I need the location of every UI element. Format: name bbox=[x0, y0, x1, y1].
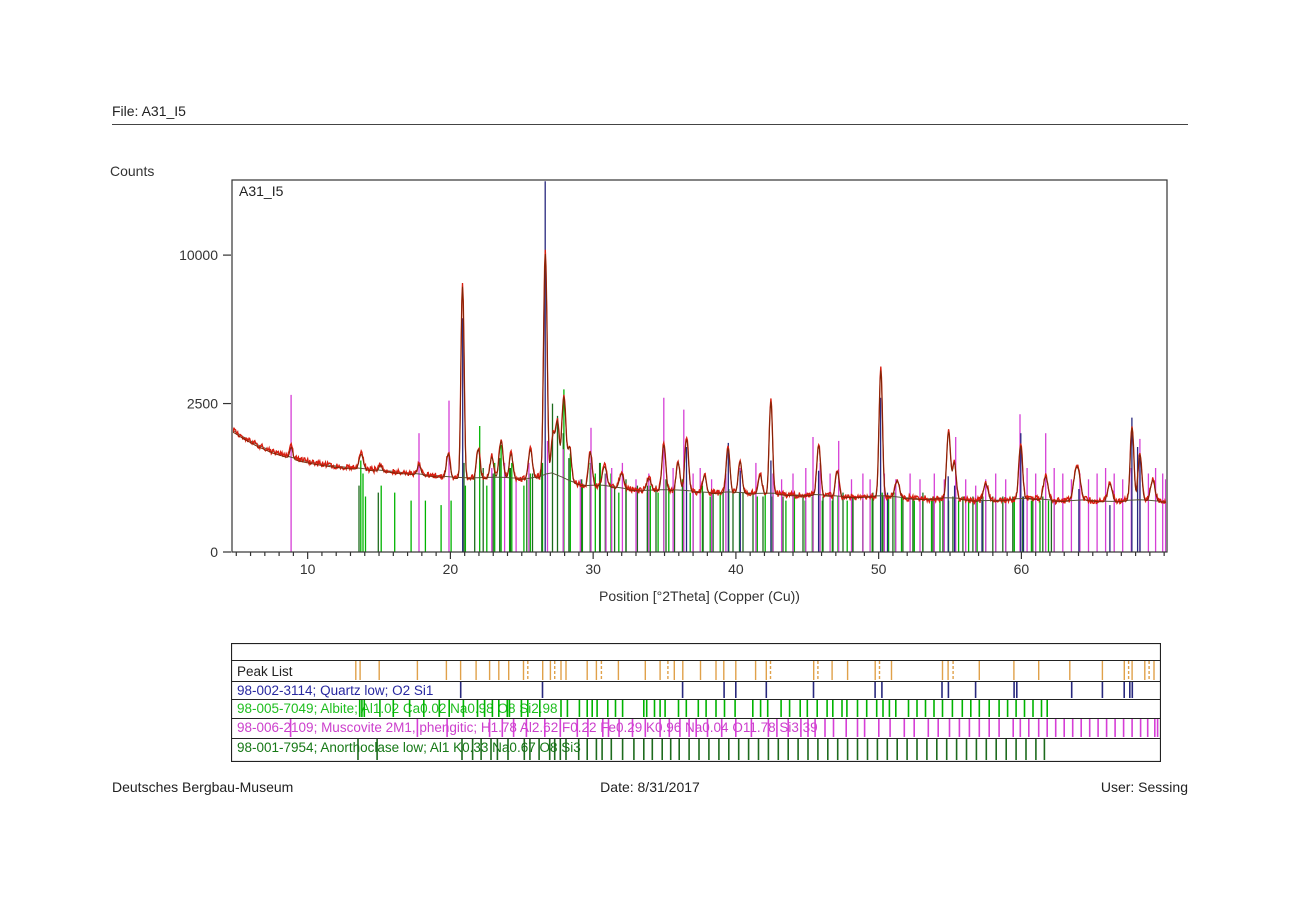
svg-text:2500: 2500 bbox=[187, 396, 218, 412]
file-header: File: A31_I5 bbox=[112, 103, 186, 119]
header-rule bbox=[112, 124, 1188, 125]
footer-date: Date: 8/31/2017 bbox=[600, 779, 700, 795]
xrd-diffractogram-chart: 10 20 30 40 50 60 0 2500 10000 bbox=[179, 179, 1168, 577]
svg-text:0: 0 bbox=[210, 544, 218, 560]
svg-text:10000: 10000 bbox=[179, 247, 218, 263]
phase-row-anorthoclase: 98-001-7954; Anorthoclase low; Al1 K0.33… bbox=[237, 740, 581, 755]
svg-text:30: 30 bbox=[585, 561, 601, 577]
svg-text:50: 50 bbox=[871, 561, 887, 577]
svg-text:10: 10 bbox=[300, 561, 316, 577]
phase-row-quartz: 98-002-3114; Quartz low; O2 Si1 bbox=[237, 683, 434, 698]
footer-organization: Deutsches Bergbau-Museum bbox=[112, 779, 294, 795]
svg-text:40: 40 bbox=[728, 561, 744, 577]
x-axis-title: Position [°2Theta] (Copper (Cu)) bbox=[599, 588, 800, 604]
svg-text:20: 20 bbox=[443, 561, 459, 577]
scan-name-label: A31_I5 bbox=[239, 183, 284, 199]
y-axis-title: Counts bbox=[110, 163, 155, 179]
footer-user: User: Sessing bbox=[1100, 779, 1188, 795]
phase-row-muscovite: 98-006-2109; Muscovite 2M1, phengitic; H… bbox=[237, 720, 818, 735]
peak-list-row-label: Peak List bbox=[237, 664, 293, 679]
svg-text:60: 60 bbox=[1014, 561, 1030, 577]
peak-list-panel bbox=[231, 643, 1161, 762]
